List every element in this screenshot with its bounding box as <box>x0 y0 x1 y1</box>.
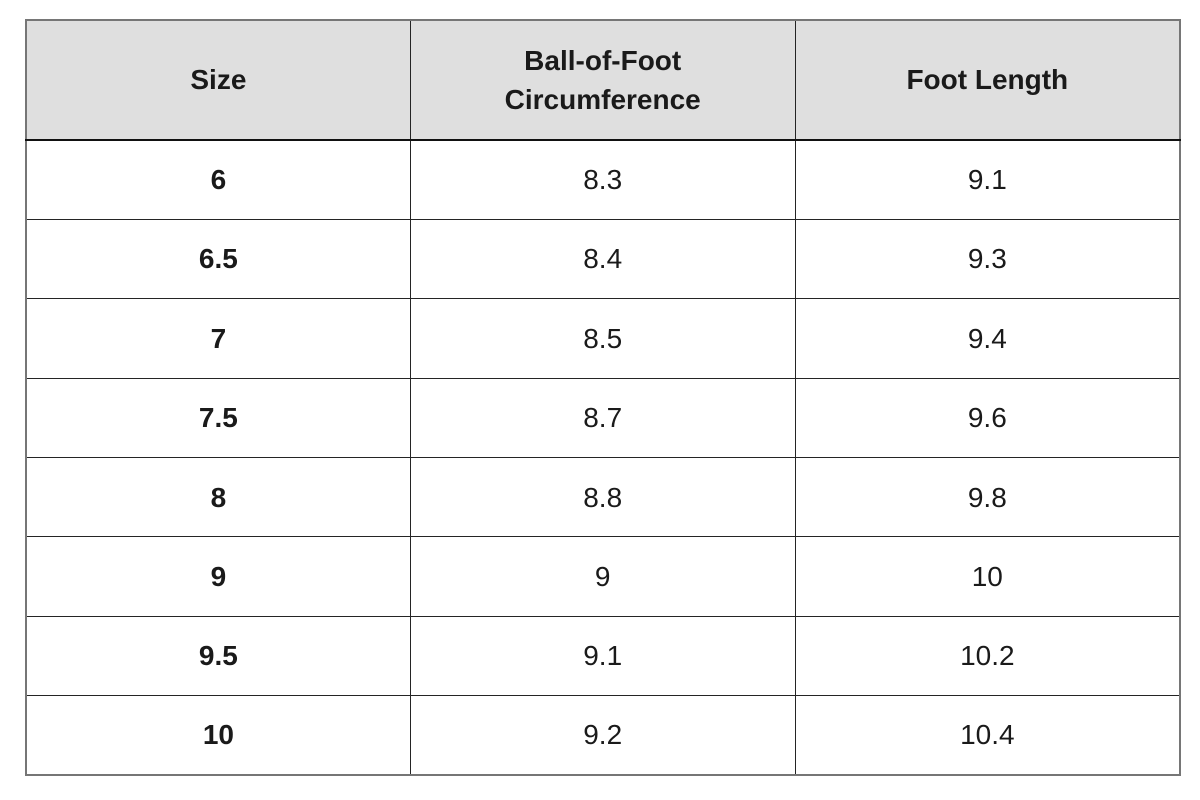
cell-foot-length: 10.4 <box>794 695 1181 776</box>
cell-foot-length: 9.3 <box>794 218 1181 300</box>
header-cell-size: Size <box>25 19 411 141</box>
table-row: 10 9.2 10.4 <box>25 695 1181 776</box>
table-row: 6 8.3 9.1 <box>25 139 1181 220</box>
cell-ball-circumference: 9.1 <box>409 615 796 697</box>
cell-foot-length: 9.8 <box>794 456 1181 538</box>
cell-size: 7 <box>25 298 411 379</box>
size-chart-table: Size Ball-of-Foot Circumference Foot Len… <box>25 19 1181 776</box>
header-cell-ball-of-foot-circumference: Ball-of-Foot Circumference <box>409 19 796 141</box>
cell-ball-circumference: 8.8 <box>409 456 796 538</box>
cell-size: 6 <box>25 139 411 220</box>
cell-foot-length: 9.1 <box>794 139 1181 220</box>
header-row: Size Ball-of-Foot Circumference Foot Len… <box>25 19 1181 141</box>
cell-ball-circumference: 9.2 <box>409 695 796 776</box>
table-body: 6 8.3 9.1 6.5 8.4 9.3 7 8.5 9.4 7.5 8.7 … <box>25 139 1181 776</box>
header-cell-foot-length: Foot Length <box>794 19 1181 141</box>
cell-size: 6.5 <box>25 218 411 300</box>
cell-size: 7.5 <box>25 377 411 459</box>
cell-foot-length: 10.2 <box>794 615 1181 697</box>
table-row: 7.5 8.7 9.6 <box>25 377 1181 459</box>
table-row: 8 8.8 9.8 <box>25 456 1181 538</box>
cell-ball-circumference: 8.4 <box>409 218 796 300</box>
cell-ball-circumference: 8.5 <box>409 298 796 379</box>
cell-size: 9.5 <box>25 615 411 697</box>
cell-size: 9 <box>25 536 411 617</box>
cell-size: 10 <box>25 695 411 776</box>
cell-size: 8 <box>25 456 411 538</box>
table-row: 7 8.5 9.4 <box>25 298 1181 379</box>
table-row: 9 9 10 <box>25 536 1181 617</box>
table-header: Size Ball-of-Foot Circumference Foot Len… <box>25 19 1181 141</box>
cell-foot-length: 9.4 <box>794 298 1181 379</box>
cell-ball-circumference: 8.3 <box>409 139 796 220</box>
cell-foot-length: 10 <box>794 536 1181 617</box>
cell-ball-circumference: 8.7 <box>409 377 796 459</box>
cell-foot-length: 9.6 <box>794 377 1181 459</box>
table-row: 6.5 8.4 9.3 <box>25 218 1181 300</box>
table-row: 9.5 9.1 10.2 <box>25 615 1181 697</box>
cell-ball-circumference: 9 <box>409 536 796 617</box>
